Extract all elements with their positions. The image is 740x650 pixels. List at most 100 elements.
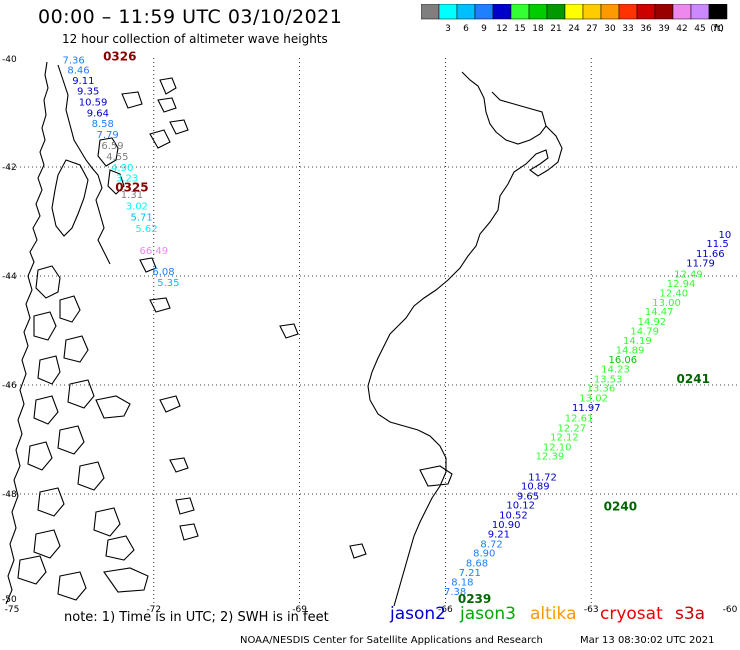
lake — [169, 119, 189, 135]
lake — [149, 129, 171, 149]
altimeter-map: -75 -72 -69 -66 -63 -60 -40 -42 -44 -46 -48 -50 7.3… — [2, 50, 738, 615]
lake — [157, 97, 177, 113]
chile-coastline — [5, 61, 49, 605]
wave-height-value: 66.49 — [139, 246, 168, 257]
chile-inner-coast — [57, 64, 111, 265]
island — [37, 355, 61, 385]
legend-label: 33 — [622, 24, 633, 34]
wave-height-value: 16.06 — [608, 355, 637, 366]
wave-height-value: 3.02 — [126, 202, 148, 213]
lon-tick-label: -75 — [5, 605, 20, 615]
wave-height-value: 8.18 — [451, 578, 473, 589]
grid-lines — [8, 58, 737, 603]
sat-s3a: s3a — [675, 604, 706, 624]
island — [35, 265, 61, 299]
wave-height-value: 5.62 — [135, 224, 157, 235]
island — [107, 169, 125, 195]
wave-height-value: 12.40 — [659, 289, 688, 300]
island — [103, 567, 149, 593]
track-time-label: 0325 — [115, 181, 148, 195]
legend-swatch — [708, 4, 728, 20]
chart-subtitle: 12 hour collection of altimeter wave hei… — [62, 32, 328, 46]
island — [59, 295, 81, 323]
wave-height-value: 13.02 — [579, 393, 608, 404]
legend-label: 3 — [445, 24, 451, 34]
island — [57, 571, 87, 601]
wave-height-value: 12.94 — [667, 279, 696, 290]
wave-height-value: 8.58 — [92, 119, 114, 130]
wave-height-value: 8.68 — [466, 558, 488, 569]
wave-height-value: 5.71 — [131, 212, 153, 223]
legend-label: 70 — [712, 24, 724, 34]
wave-height-value: 11.79 — [686, 259, 715, 270]
wave-height-value: 4.90 — [111, 163, 133, 174]
lat-tick-label: -40 — [2, 55, 17, 65]
legend-unit: (ft) — [710, 24, 724, 34]
legend-label: 42 — [676, 24, 687, 34]
generation-timestamp: Mar 13 08:30:02 UTC 2021 — [580, 635, 715, 646]
lake — [159, 395, 181, 413]
wave-height-value: 13.00 — [652, 298, 681, 309]
wave-height-value: 8.90 — [473, 549, 495, 560]
legend-label: 21 — [550, 24, 561, 34]
island — [97, 137, 119, 167]
wave-height-value: 9.35 — [77, 87, 99, 98]
island — [67, 379, 95, 409]
wave-height-value: 11.72 — [528, 472, 557, 483]
lat-tick-label: -44 — [2, 272, 17, 282]
lon-tick-label: -63 — [584, 605, 599, 615]
legend-label: 9 — [481, 24, 487, 34]
island — [27, 441, 53, 471]
wave-height-value: 7.79 — [96, 130, 118, 141]
island — [105, 535, 135, 561]
coastline — [5, 61, 563, 607]
lake — [149, 297, 171, 313]
credit-line: NOAA/NESDIS Center for Satellite Applica… — [240, 635, 543, 646]
legend-label: 39 — [658, 24, 670, 34]
lake — [179, 523, 199, 541]
wave-height-value: 7.21 — [459, 568, 481, 579]
lat-tick-label: -46 — [2, 381, 17, 391]
wave-height-value: 10.59 — [79, 97, 108, 108]
sat-cryosat: cryosat — [600, 604, 663, 624]
lat-tick-label: -50 — [2, 595, 17, 605]
lake — [139, 257, 157, 273]
wave-height-value: 14.79 — [630, 326, 659, 337]
legend-label: 6 — [463, 24, 469, 34]
wave-height-value: 12.12 — [550, 433, 579, 444]
legend-label: 36 — [640, 24, 652, 34]
argentina-coastline — [367, 71, 563, 607]
bay — [419, 465, 453, 487]
track-time-label: 0239 — [458, 592, 491, 606]
legend-label: 30 — [604, 24, 616, 34]
footnote: note: 1) Time is in UTC; 2) SWH is in fe… — [64, 610, 329, 625]
sat-jason2: jason2 — [390, 604, 446, 624]
lake — [349, 543, 367, 559]
wave-height-value: 14.23 — [601, 364, 630, 375]
lon-tick-label: -69 — [292, 605, 307, 615]
wave-height-value: 11.66 — [696, 249, 725, 260]
sat-jason3: jason3 — [460, 604, 516, 624]
legend-label: 24 — [568, 24, 580, 34]
track-time-label: 0240 — [604, 499, 637, 513]
wave-height-value: 10 — [718, 230, 731, 241]
legend-label: 12 — [496, 24, 507, 34]
wave-height-value: 12.61 — [565, 414, 594, 425]
legend-label: 18 — [532, 24, 544, 34]
legend-label: 27 — [586, 24, 597, 34]
island — [37, 487, 65, 517]
wave-height-value: 9.11 — [72, 76, 94, 87]
wave-height-value: 13.53 — [594, 374, 623, 385]
wave-height-value: 10.12 — [506, 501, 535, 512]
lon-tick-label: -72 — [146, 605, 161, 615]
lake — [121, 91, 143, 109]
island — [33, 395, 59, 425]
lon-tick-label: -60 — [723, 605, 738, 615]
wave-height-value: 12.39 — [536, 452, 565, 463]
wave-height-value: 5.35 — [157, 278, 179, 289]
island — [33, 529, 61, 559]
island — [93, 507, 121, 537]
wave-height-value: 11.5 — [706, 239, 728, 250]
wave-height-value: 1.31 — [121, 190, 143, 201]
wave-height-value: 13.36 — [587, 384, 616, 395]
